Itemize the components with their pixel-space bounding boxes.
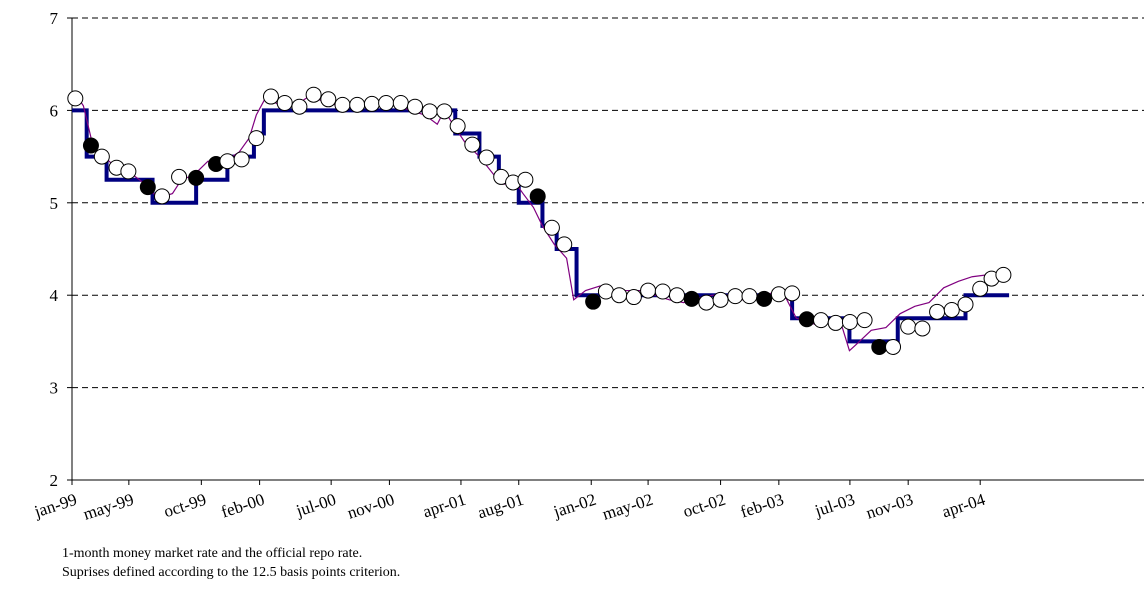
- x-tick-label: feb-03: [738, 490, 786, 522]
- decision-marker: [154, 188, 171, 205]
- decision-marker: [957, 296, 974, 313]
- decision-marker: [349, 96, 366, 113]
- decision-marker: [712, 291, 729, 308]
- decision-marker: [478, 149, 495, 166]
- surprise-marker: [871, 338, 888, 355]
- market-rate-line: [73, 91, 987, 352]
- decision-marker: [914, 320, 931, 337]
- decision-marker: [995, 266, 1012, 283]
- decision-marker: [654, 283, 671, 300]
- x-tick-label: apr-01: [420, 490, 468, 522]
- decision-marker: [171, 168, 188, 185]
- decision-marker: [248, 130, 265, 147]
- decision-marker: [625, 289, 642, 306]
- decision-marker: [93, 148, 110, 165]
- decision-marker: [770, 286, 787, 303]
- x-tick-label: nov-03: [864, 490, 916, 523]
- x-tick-label: jul-03: [812, 490, 857, 521]
- decision-marker: [517, 171, 534, 188]
- decision-marker: [698, 294, 715, 311]
- surprise-marker: [188, 169, 205, 186]
- y-tick-label: 2: [50, 471, 59, 490]
- decision-marker: [856, 312, 873, 329]
- surprise-marker: [683, 290, 700, 307]
- y-tick-label: 4: [50, 286, 59, 305]
- decision-marker: [120, 163, 137, 180]
- repo-rate-line: [72, 108, 1010, 344]
- decision-marker: [813, 312, 830, 329]
- decision-marker: [363, 95, 380, 112]
- decision-marker: [276, 95, 293, 112]
- x-tick-label: jul-00: [293, 490, 338, 521]
- x-tick-label: apr-04: [940, 490, 988, 522]
- decision-marker: [972, 280, 989, 297]
- decision-marker: [291, 98, 308, 115]
- decision-marker: [320, 91, 337, 108]
- caption-line-1: 1-month money market rate and the offici…: [62, 546, 363, 561]
- surprise-marker: [756, 290, 773, 307]
- decision-marker: [219, 153, 236, 170]
- x-tick-label: oct-02: [681, 490, 728, 521]
- y-tick-label: 3: [50, 379, 59, 398]
- x-tick-label: jan-99: [31, 490, 79, 522]
- decision-marker: [841, 313, 858, 330]
- y-tick-label: 7: [50, 9, 59, 28]
- x-tick-label: jan-02: [550, 490, 598, 522]
- decision-marker: [827, 314, 844, 331]
- decision-marker: [392, 95, 409, 112]
- decision-marker: [929, 303, 946, 320]
- decision-marker: [611, 287, 628, 304]
- decision-marker: [233, 151, 250, 168]
- x-tick-label: feb-00: [219, 490, 267, 522]
- decision-marker: [668, 287, 685, 304]
- caption-line-2: Suprises defined according to the 12.5 b…: [62, 565, 401, 580]
- decision-marker: [727, 288, 744, 305]
- decision-marker: [378, 95, 395, 112]
- decision-marker: [464, 136, 481, 153]
- decision-marker: [449, 118, 466, 135]
- surprise-marker: [529, 188, 546, 205]
- decision-marker: [305, 86, 322, 103]
- decision-marker: [640, 282, 657, 299]
- x-tick-label: nov-00: [345, 490, 397, 523]
- decision-marker: [262, 88, 279, 105]
- y-tick-label: 6: [50, 101, 59, 120]
- x-tick-label: oct-99: [161, 490, 208, 521]
- decision-marker: [334, 96, 351, 113]
- decision-marker: [784, 285, 801, 302]
- decision-marker: [741, 288, 758, 305]
- surprise-marker: [585, 293, 602, 310]
- decision-marker: [885, 338, 902, 355]
- decision-marker: [556, 236, 573, 253]
- decision-marker: [900, 318, 917, 335]
- x-tick-label: may-99: [81, 490, 136, 524]
- surprise-marker: [82, 137, 99, 154]
- x-tick-label: may-02: [600, 490, 655, 524]
- surprise-marker: [139, 179, 156, 196]
- surprise-marker: [798, 311, 815, 328]
- decision-marker: [67, 90, 84, 107]
- decision-marker: [543, 219, 560, 236]
- decision-marker: [436, 103, 453, 120]
- x-tick-label: aug-01: [475, 490, 526, 523]
- decision-marker: [597, 283, 614, 300]
- decision-marker: [407, 98, 424, 115]
- y-tick-label: 5: [50, 194, 59, 213]
- decision-marker: [943, 301, 960, 318]
- decision-marker: [421, 103, 438, 120]
